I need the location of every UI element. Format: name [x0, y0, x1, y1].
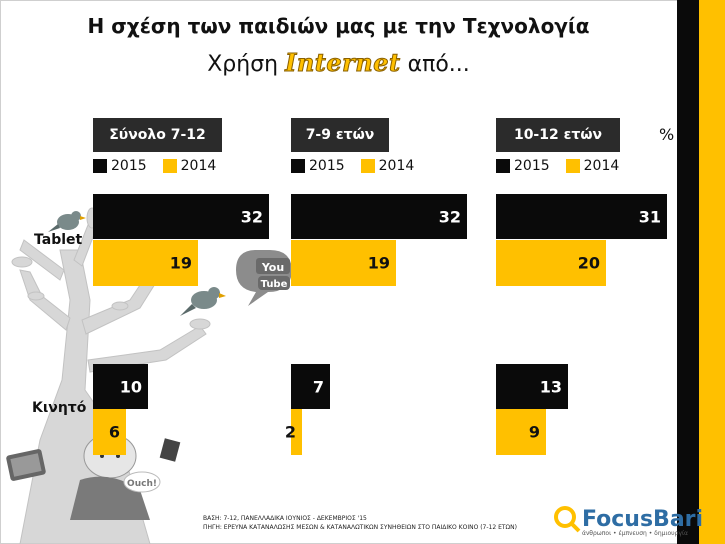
bar-value-label: 19	[367, 253, 390, 273]
legend-item-2015: 2015	[291, 158, 345, 174]
chart-title: Η σχέση των παιδιών μας με την Τεχνολογί…	[87, 14, 590, 38]
bar-value-label: 31	[638, 207, 661, 226]
bar-value-label: 9	[528, 422, 540, 442]
row-label-tablet: Tablet	[34, 232, 83, 248]
youtube-logo-you: You	[261, 261, 284, 274]
legend-label: 2014	[583, 158, 620, 174]
panel-header-2: 10-12 ετών	[496, 118, 620, 152]
bar-value-label: 32	[240, 207, 263, 226]
bar-Σύνολο-7-12-Tablet-2015: 32	[93, 194, 269, 239]
focusbari-logo: FocusBari άνθρωποι • έμπνευση • δημιουργ…	[552, 504, 704, 537]
ouch-text: Ouch!	[127, 479, 157, 489]
subtitle-suffix: από...	[407, 52, 470, 77]
legend-item-2014: 2014	[360, 158, 415, 174]
bar-10-12-ετών-Tablet-2015: 31	[496, 194, 667, 239]
subtitle-prefix: Χρήση	[207, 52, 279, 77]
legend-label: 2014	[378, 158, 415, 174]
bird-right-icon	[180, 287, 226, 316]
footnote-source: ΠΗΓΗ: ΕΡΕΥΝΑ ΚΑΤΑΝΑΛΩΣΗΣ ΜΕΣΩΝ & ΚΑΤΑΝΑΛ…	[203, 524, 517, 531]
legend-2: 2015 2014	[496, 158, 635, 174]
panel-header-1: 7-9 ετών	[291, 118, 389, 152]
legend-swatch	[93, 159, 107, 173]
legend-swatch	[291, 159, 305, 173]
youtube-logo-tube: Tube	[261, 279, 288, 290]
legend-label: 2015	[514, 158, 550, 174]
legend-label: 2014	[180, 158, 217, 174]
bar-value-label: 6	[108, 422, 120, 442]
logo-text: FocusBari	[582, 506, 704, 532]
legend-swatch	[496, 159, 510, 173]
bar-value-label: 19	[169, 253, 192, 273]
magnifier-icon	[554, 506, 581, 533]
row-label-mobile: Κινητό	[32, 400, 87, 416]
unit-label: %	[659, 125, 675, 144]
legend-swatch	[565, 159, 580, 173]
subtitle-brand: Internet	[285, 48, 401, 78]
logo-tagline: άνθρωποι • έμπνευση • δημιουργία	[582, 530, 688, 537]
legend-swatch	[162, 159, 177, 173]
youtube-speech-bubble: You Tube	[236, 250, 292, 306]
bar-7-9-ετών-Κινητό-2015: 7	[291, 364, 330, 409]
panel-header-0: Σύνολο 7-12	[93, 118, 222, 152]
legend-item-2015: 2015	[93, 158, 147, 174]
bar-7-9-ετών-Tablet-2014: 19	[291, 240, 396, 286]
bar-Σύνολο-7-12-Tablet-2014: 19	[93, 240, 198, 286]
legend-0: 2015 2014	[93, 158, 232, 174]
side-stripe-yellow	[699, 0, 725, 544]
bar-value-label: 20	[577, 253, 600, 273]
bar-value-label: 10	[119, 377, 142, 396]
legend-1: 2015 2014	[291, 158, 430, 174]
bar-7-9-ετών-Tablet-2015: 32	[291, 194, 467, 239]
bird-left-icon	[48, 211, 86, 232]
bar-7-9-ετών-Κινητό-2014: 2	[285, 409, 302, 455]
legend-item-2014: 2014	[565, 158, 620, 174]
legend-item-2015: 2015	[496, 158, 550, 174]
bar-Σύνολο-7-12-Κινητό-2014: 6	[93, 409, 126, 455]
legend-item-2014: 2014	[162, 158, 217, 174]
bar-value-label: 32	[438, 207, 461, 226]
bar-10-12-ετών-Tablet-2014: 20	[496, 240, 606, 286]
legend-label: 2015	[111, 158, 147, 174]
bar-value-label: 2	[284, 422, 296, 442]
bar-10-12-ετών-Κινητό-2015: 13	[496, 364, 568, 409]
legend-label: 2015	[309, 158, 345, 174]
footnote-base: ΒΑΣΗ: 7-12, ΠΑΝΕΛΛΑΔΙΚΑ ΙΟΥΝΙΟΣ - ΔΕΚΕΜΒ…	[203, 515, 367, 522]
bar-value-label: 7	[312, 377, 324, 396]
legend-swatch	[360, 159, 375, 173]
bar-value-label: 13	[539, 377, 562, 396]
chart-subtitle: Χρήση Internet από...	[0, 48, 677, 78]
bar-Σύνολο-7-12-Κινητό-2015: 10	[93, 364, 148, 409]
side-stripe-black	[677, 0, 699, 544]
bar-10-12-ετών-Κινητό-2014: 9	[496, 409, 546, 455]
